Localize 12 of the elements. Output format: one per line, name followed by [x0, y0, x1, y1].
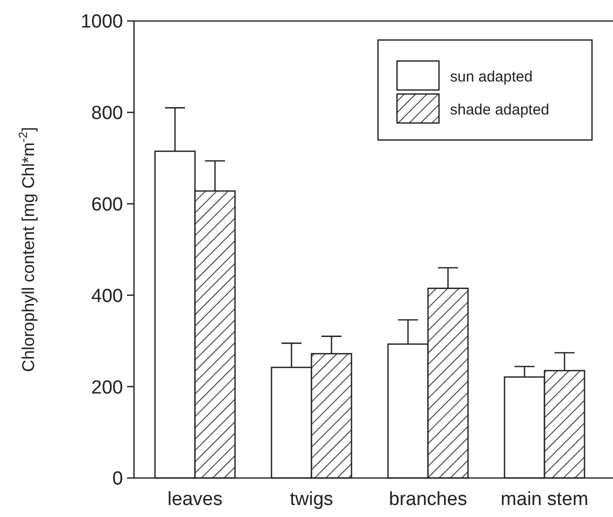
x-tick-label: branches [388, 489, 468, 510]
y-tick-label: 600 [91, 194, 123, 216]
y-tick-label: 400 [91, 286, 123, 307]
x-tick-label: main stem [500, 489, 588, 510]
legend-label: sun adapted [450, 68, 533, 86]
y-tick-label: 1000 [80, 12, 123, 33]
legend-label: shade adapted [450, 101, 550, 118]
y-tick-label: 800 [91, 103, 123, 124]
x-tick-label: leaves [168, 489, 222, 510]
y-tick-label: 200 [91, 377, 123, 398]
y-tick-label: 0 [112, 468, 123, 490]
x-tick-label: twigs [290, 489, 334, 510]
